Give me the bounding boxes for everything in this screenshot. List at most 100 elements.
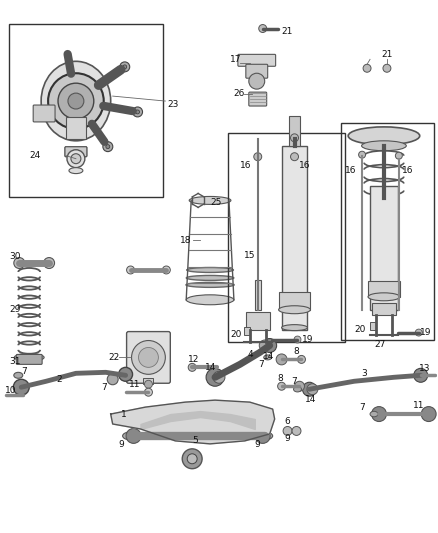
Circle shape [276, 354, 287, 365]
Text: 26: 26 [233, 88, 244, 98]
Polygon shape [111, 400, 275, 444]
Ellipse shape [186, 282, 234, 287]
Bar [372, 303, 396, 314]
Circle shape [254, 153, 262, 160]
Ellipse shape [186, 295, 234, 305]
Text: 20: 20 [230, 330, 241, 339]
Circle shape [126, 429, 141, 443]
FancyBboxPatch shape [33, 105, 55, 122]
Text: 29: 29 [9, 305, 21, 314]
Text: 9: 9 [119, 440, 124, 449]
Ellipse shape [370, 411, 378, 417]
FancyBboxPatch shape [16, 354, 42, 365]
Circle shape [67, 150, 85, 168]
Circle shape [297, 356, 305, 364]
Text: 15: 15 [244, 251, 255, 260]
Circle shape [415, 329, 422, 336]
Ellipse shape [69, 168, 83, 174]
Text: 13: 13 [419, 364, 430, 373]
Circle shape [187, 454, 197, 464]
Circle shape [290, 134, 298, 142]
Bar [144, 378, 153, 384]
Text: 7: 7 [258, 360, 264, 369]
Circle shape [145, 380, 152, 388]
Text: 19: 19 [420, 328, 431, 337]
Ellipse shape [187, 268, 233, 272]
Text: 7: 7 [101, 383, 106, 392]
Circle shape [44, 257, 55, 269]
Circle shape [371, 407, 386, 422]
Text: 24: 24 [29, 151, 40, 160]
FancyBboxPatch shape [127, 332, 170, 383]
Ellipse shape [186, 276, 234, 280]
Bar [255, 280, 261, 310]
Text: 2: 2 [56, 375, 62, 384]
Circle shape [48, 73, 104, 129]
Circle shape [182, 449, 202, 469]
Circle shape [292, 426, 301, 435]
Circle shape [383, 64, 391, 72]
Ellipse shape [279, 306, 311, 314]
Circle shape [71, 154, 81, 164]
Text: 8: 8 [293, 347, 299, 356]
Bar [279, 292, 311, 310]
Text: 1: 1 [120, 409, 127, 418]
Text: 5: 5 [192, 437, 198, 446]
Text: 21: 21 [282, 27, 293, 36]
Text: 11: 11 [129, 379, 140, 389]
Bar [368, 281, 400, 297]
FancyBboxPatch shape [249, 92, 267, 106]
Circle shape [58, 83, 94, 119]
Text: 30: 30 [9, 252, 21, 261]
Ellipse shape [264, 355, 272, 360]
Text: 7: 7 [359, 402, 365, 411]
Bar [370, 321, 376, 329]
Circle shape [359, 151, 366, 158]
Ellipse shape [293, 386, 301, 392]
Circle shape [259, 340, 270, 351]
Circle shape [303, 382, 316, 396]
Text: 22: 22 [109, 353, 120, 362]
Text: 8: 8 [278, 374, 283, 383]
Text: 7: 7 [292, 377, 297, 386]
Circle shape [255, 429, 270, 443]
Ellipse shape [282, 325, 307, 330]
Circle shape [259, 25, 267, 33]
Text: 31: 31 [9, 357, 21, 366]
Circle shape [119, 367, 133, 381]
Text: 20: 20 [354, 325, 366, 334]
Circle shape [213, 372, 225, 383]
Circle shape [13, 379, 29, 395]
Circle shape [363, 64, 371, 72]
Circle shape [103, 142, 113, 151]
Text: 16: 16 [298, 161, 310, 170]
Text: 14: 14 [205, 363, 216, 372]
Circle shape [133, 107, 142, 117]
Bar [66, 117, 86, 139]
Circle shape [206, 368, 224, 386]
Text: 18: 18 [180, 236, 192, 245]
Text: 9: 9 [255, 440, 261, 449]
Circle shape [396, 152, 403, 159]
Text: 17: 17 [230, 55, 241, 64]
Circle shape [107, 374, 118, 385]
Circle shape [136, 110, 140, 114]
Ellipse shape [362, 141, 406, 151]
Text: 16: 16 [240, 161, 251, 170]
Text: 12: 12 [188, 355, 200, 364]
Circle shape [290, 153, 298, 160]
Circle shape [188, 364, 196, 372]
Circle shape [138, 348, 159, 367]
Text: 19: 19 [301, 335, 313, 344]
Circle shape [249, 73, 265, 89]
Circle shape [145, 388, 152, 396]
Ellipse shape [14, 353, 44, 361]
Ellipse shape [14, 373, 23, 378]
Bar [341, 123, 434, 340]
Circle shape [263, 338, 277, 352]
Text: 9: 9 [285, 434, 290, 443]
Text: 27: 27 [374, 340, 385, 349]
Circle shape [68, 93, 84, 109]
Text: 16: 16 [402, 166, 413, 175]
Circle shape [414, 368, 427, 382]
